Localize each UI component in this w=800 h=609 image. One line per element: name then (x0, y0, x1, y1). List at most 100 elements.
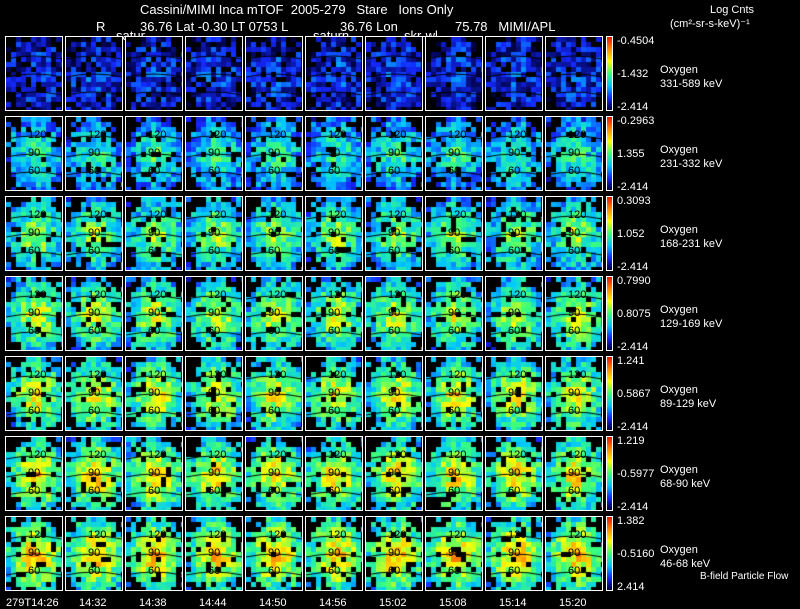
spectrogram-cell (245, 36, 303, 111)
spectrogram-cell: 120 90 60 (365, 196, 423, 271)
time-tick-label: 15:02 (379, 597, 407, 609)
contour-label: 120 (88, 449, 107, 461)
contour-label: 60 (568, 565, 581, 577)
spectrogram-cell: 120 90 60 (65, 116, 123, 191)
spectrogram-cell (485, 36, 543, 111)
contour-label: 120 (448, 529, 467, 541)
contour-label: 90 (568, 227, 581, 239)
time-tick-label: 15:20 (559, 597, 587, 609)
contour-label: 60 (148, 325, 161, 337)
contour-label: 90 (88, 387, 101, 399)
contour-label: 90 (568, 147, 581, 159)
contour-label: 60 (328, 245, 341, 257)
spectrogram-cell: 120 90 60 (185, 196, 243, 271)
contour-label: 90 (208, 467, 221, 479)
contour-label: 60 (568, 405, 581, 417)
colorbar-mid: -0.5160 (617, 548, 655, 560)
contour-label: 120 (388, 129, 407, 141)
contour-label: 90 (388, 307, 401, 319)
contour-label: 90 (28, 547, 41, 559)
contour-label: 60 (148, 405, 161, 417)
contour-label: 120 (508, 209, 527, 221)
spectrogram-cell: 120 90 60 (305, 116, 363, 191)
contour-label: 60 (508, 165, 521, 177)
contour-label: 120 (448, 449, 467, 461)
contour-label: 60 (508, 245, 521, 257)
spectrogram-cell: 120 90 60 (125, 116, 183, 191)
contour-label: 90 (148, 467, 161, 479)
contour-label: 120 (388, 209, 407, 221)
colorbar-min: -2.414 (617, 101, 649, 113)
colorbar-min: -2.414 (617, 261, 649, 273)
time-tick-label: 14:38 (139, 597, 167, 609)
contour-label: 90 (148, 147, 161, 159)
contour-label: 60 (388, 405, 401, 417)
colorbar-max: 1.219 (617, 435, 645, 447)
spectrogram-cell: 120 90 60 (425, 516, 483, 591)
contour-label: 120 (208, 289, 227, 301)
spectrogram-cell: 120 90 60 (365, 276, 423, 351)
contour-label: 120 (328, 289, 347, 301)
spectrogram-cell: 120 90 60 (185, 116, 243, 191)
contour-label: 60 (508, 405, 521, 417)
colorbar-mid: 1.355 (617, 148, 645, 160)
spectrogram-cell: 120 90 60 (5, 436, 63, 511)
contour-label: 60 (568, 245, 581, 257)
spectrogram-cell: 120 90 60 (125, 276, 183, 351)
energy-label: 231-332 keV (660, 158, 723, 170)
contour-label: 60 (448, 245, 461, 257)
energy-label: 46-68 keV (660, 558, 711, 570)
contour-label: 60 (388, 325, 401, 337)
contour-label: 90 (508, 227, 521, 239)
contour-label: 60 (208, 245, 221, 257)
time-tick-label: 14:44 (199, 597, 227, 609)
contour-label: 120 (208, 369, 227, 381)
contour-label: 90 (508, 147, 521, 159)
spectrogram-cell: 120 90 60 (365, 516, 423, 591)
header-r: R (96, 19, 106, 34)
header-lat: 36.76 Lat -0.30 LT 0753 L (140, 19, 289, 34)
contour-label: 120 (328, 449, 347, 461)
colorbar-mid: 0.5867 (617, 388, 651, 400)
contour-label: 60 (268, 565, 281, 577)
contour-label: 60 (268, 325, 281, 337)
contour-label: 120 (388, 449, 407, 461)
contour-label: 120 (388, 369, 407, 381)
energy-label: 168-231 keV (660, 238, 723, 250)
contour-label: 90 (508, 547, 521, 559)
contour-label: 120 (28, 449, 47, 461)
contour-label: 120 (568, 289, 587, 301)
contour-label: 90 (508, 387, 521, 399)
contour-label: 90 (208, 227, 221, 239)
spectrogram-cell: 120 90 60 (305, 356, 363, 431)
colorbar-min: 2.414 (617, 581, 645, 593)
spectrogram-cell (305, 36, 363, 111)
contour-label: 60 (28, 485, 41, 497)
contour-label: 60 (568, 165, 581, 177)
contour-label: 120 (208, 209, 227, 221)
contour-label: 90 (268, 547, 281, 559)
spectrogram-cell: 120 90 60 (65, 356, 123, 431)
contour-label: 60 (328, 565, 341, 577)
colorbar-title: Log Cnts (710, 4, 755, 16)
contour-label: 90 (328, 227, 341, 239)
contour-label: 60 (508, 325, 521, 337)
time-tick-label: 14:50 (259, 597, 287, 609)
contour-label: 120 (508, 129, 527, 141)
contour-label: 120 (568, 449, 587, 461)
spectrogram-cell (425, 36, 483, 111)
spectrogram-cell: 120 90 60 (245, 276, 303, 351)
contour-label: 90 (388, 467, 401, 479)
contour-label: 60 (88, 565, 101, 577)
colorbar-mid: 1.052 (617, 228, 645, 240)
colorbar (606, 116, 613, 191)
contour-label: 120 (328, 209, 347, 221)
contour-label: 120 (268, 289, 287, 301)
time-tick-label: 279T14:26 (6, 597, 59, 609)
spectrogram-cell: 120 90 60 (485, 276, 543, 351)
spectrogram-cell (185, 36, 243, 111)
contour-label: 90 (268, 307, 281, 319)
contour-label: 60 (508, 485, 521, 497)
spectrogram-cell: 120 90 60 (425, 436, 483, 511)
contour-label: 90 (508, 467, 521, 479)
